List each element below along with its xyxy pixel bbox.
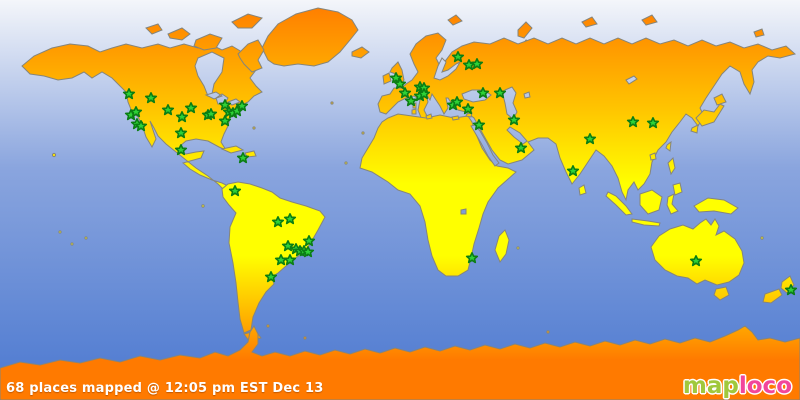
- lake-victoria: [460, 208, 467, 215]
- baltic-sea: [433, 57, 462, 81]
- continent-australia: [650, 218, 745, 286]
- continent-antarctica: [0, 325, 800, 400]
- indonesia-islands: [605, 189, 739, 227]
- island-iceland: [351, 46, 370, 59]
- maploco-logo[interactable]: maploco: [683, 373, 792, 399]
- logo-part-loco: loco: [738, 373, 792, 399]
- continent-eurasia: [377, 32, 797, 202]
- red-sea: [470, 124, 500, 167]
- small-ocean-islands: [51, 101, 764, 340]
- persian-gulf: [506, 126, 528, 145]
- map-caption: 68 places mapped @ 12:05 pm EST Dec 13: [6, 381, 324, 396]
- aral-sea: [523, 91, 531, 99]
- logo-part-map: map: [682, 373, 739, 399]
- lake-baikal: [625, 75, 638, 85]
- island-madagascar: [494, 229, 510, 263]
- mediterranean-islands: [411, 102, 473, 121]
- asian-islands: [578, 93, 727, 196]
- inland-seas-and-lakes: [194, 51, 638, 215]
- island-greenland: [261, 7, 359, 67]
- island-tasmania: [713, 286, 730, 301]
- continent-africa: [359, 113, 517, 277]
